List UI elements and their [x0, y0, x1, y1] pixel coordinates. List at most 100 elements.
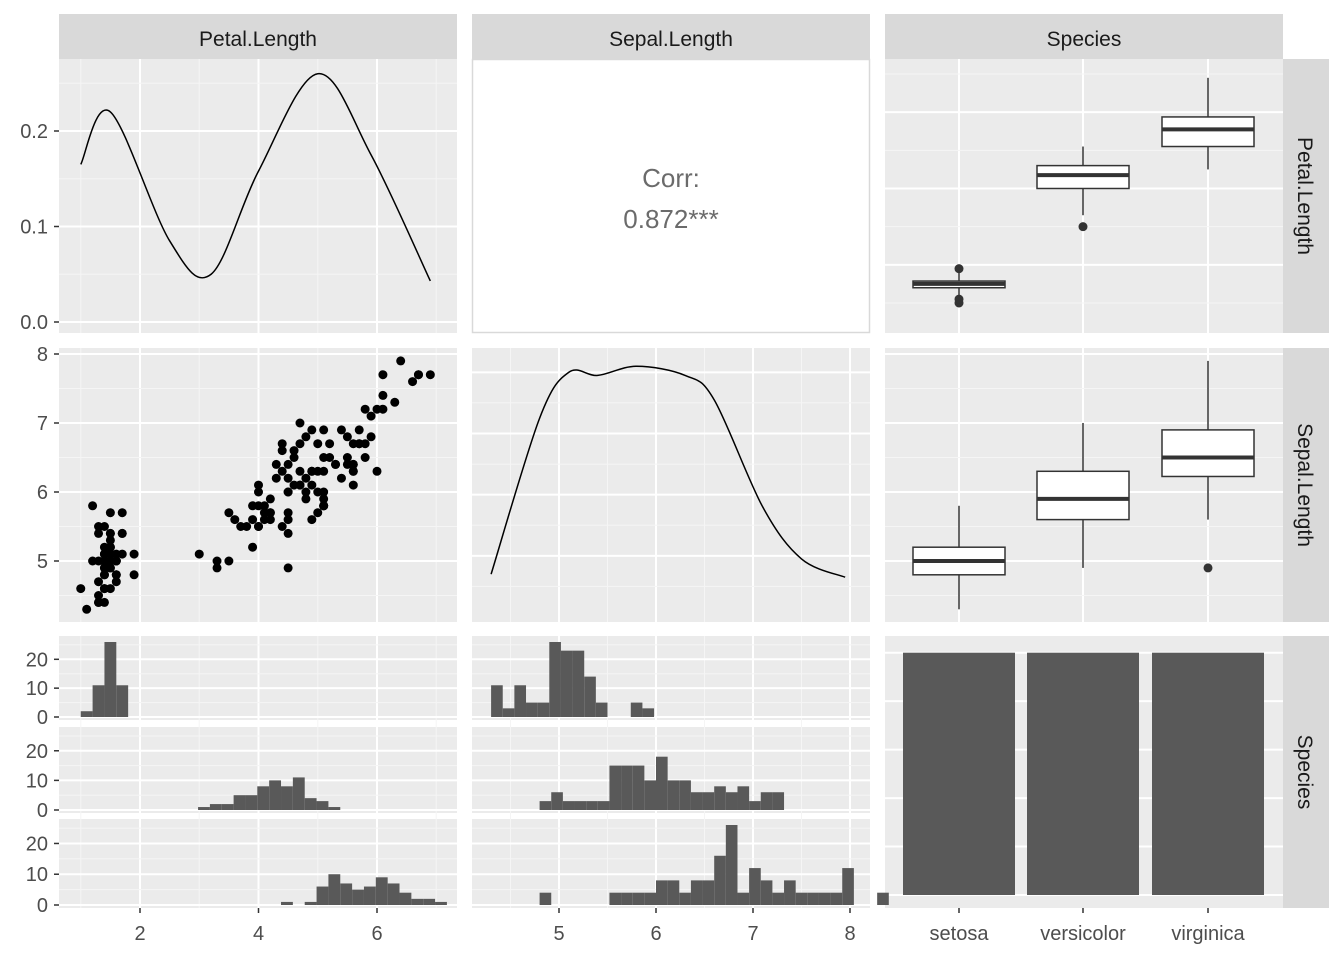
scatter-point	[360, 453, 370, 462]
sepal-hist-virginica-bar	[737, 892, 750, 905]
scatter-point	[105, 542, 115, 552]
scatter-point	[194, 549, 204, 559]
scatter-point	[319, 425, 329, 435]
sepal-hist-virginica-bar	[784, 880, 796, 905]
petal-hist-versicolor-bar	[221, 804, 234, 810]
species-xtick-label: versicolor	[1040, 923, 1126, 945]
sepal-xtick-label: 5	[553, 923, 564, 945]
col-strip-label-1: Petal.Length	[199, 28, 317, 51]
scatter-point	[295, 466, 305, 476]
scatter-point	[342, 459, 352, 469]
scatter-point	[99, 570, 109, 580]
scatter-point	[372, 404, 382, 414]
sepal-hist-virginica-bar	[632, 892, 645, 905]
petal-hist-versicolor-bar	[257, 786, 270, 810]
scatter-point	[277, 522, 287, 531]
count-ytick-label: 20	[26, 741, 48, 763]
sepal-hist-virginica-bar	[725, 825, 738, 905]
sepal-hist-setosa-bar	[549, 642, 561, 717]
col-strip-1-bg	[59, 14, 457, 59]
scatter-point	[301, 473, 311, 483]
sepal-ytick-label: 8	[37, 344, 48, 366]
scatter-point	[348, 466, 358, 476]
petal-hist-setosa-bar	[92, 685, 105, 717]
sepal-hist-setosa-bar	[502, 708, 515, 717]
scatter-point	[271, 473, 281, 483]
petal-hist-versicolor-bar	[209, 804, 222, 810]
scatter-point	[254, 480, 263, 490]
scatter-point	[117, 508, 127, 518]
sepal-hist-virginica-bar	[667, 880, 680, 905]
sepal-hist-versicolor-bar	[690, 792, 703, 810]
data-layer	[76, 72, 1264, 905]
petal-hist-versicolor-bar	[316, 801, 329, 810]
sepal-hist-setosa-bar	[642, 708, 655, 717]
correlation-panel: Corr: 0.872***	[623, 163, 718, 234]
petal-hist-versicolor-bar	[292, 777, 305, 810]
sepal-density-line	[490, 365, 846, 578]
sepal-hist-versicolor-bar	[679, 780, 691, 810]
scatter-point	[111, 556, 121, 566]
scatter-point	[105, 508, 115, 518]
scatter-point	[129, 549, 139, 559]
scatter-point	[342, 432, 352, 442]
count-ytick-label: 10	[26, 770, 48, 792]
row-strip-3-bg	[1283, 636, 1329, 908]
petal-hist-virginica-bar	[304, 901, 317, 905]
scatter-point	[236, 522, 246, 531]
scatter-point	[408, 377, 418, 387]
scatter-point	[390, 397, 400, 407]
scatter-point	[313, 487, 323, 497]
petal-hist-virginica-bar	[363, 886, 376, 905]
sepal-ytick-label: 5	[37, 551, 48, 573]
sepal-ytick-label: 7	[37, 413, 48, 435]
scatter-point	[94, 597, 104, 607]
scatter-point	[289, 446, 299, 456]
scatter-point	[378, 390, 388, 400]
sepal-hist-versicolor-bar	[632, 765, 645, 810]
petal-hist-versicolor-bar	[233, 795, 246, 810]
sepal-hist-versicolor-bar	[656, 756, 668, 810]
scatter-point	[289, 480, 299, 490]
sepal-hist-setosa-bar	[491, 685, 503, 717]
species-bar-setosa	[903, 652, 1015, 895]
scatter-point	[319, 501, 329, 511]
petal-hist-versicolor-bar	[304, 798, 317, 810]
scatter-point	[94, 577, 104, 587]
petal-hist-virginica-bar	[352, 889, 364, 905]
scatter-point	[307, 425, 317, 435]
sepal-hist-virginica-bar	[714, 855, 726, 905]
scatter-point	[396, 356, 406, 366]
sepal-hist-virginica-bar	[656, 880, 668, 905]
sepal-hist-virginica-bar	[760, 880, 773, 905]
scatter-point	[313, 466, 323, 476]
sepal-boxplot-box-versicolor	[1036, 470, 1130, 521]
scatter-point	[354, 439, 364, 449]
petal-hist-virginica-bar	[375, 877, 388, 905]
scatter-point	[283, 459, 293, 469]
petal-hist-virginica-bar	[423, 898, 436, 905]
scatter-point	[248, 515, 258, 525]
col-strip-3-bg	[885, 14, 1283, 59]
scatter-point	[88, 501, 98, 511]
petal-hist-versicolor-bar	[328, 807, 341, 810]
petal-xtick-label: 2	[134, 923, 145, 945]
scatter-point	[111, 549, 121, 559]
petal-hist-setosa-bar	[80, 711, 93, 717]
scatter-point	[301, 487, 311, 497]
scatter-point	[313, 439, 323, 449]
scatter-point	[265, 494, 275, 504]
sepal-boxplot-outlier	[1203, 563, 1213, 573]
scatter-point	[105, 535, 115, 545]
scatter-point	[307, 515, 317, 525]
sepal-hist-virginica-bar	[690, 880, 703, 905]
scatter-point	[348, 480, 358, 490]
scatter-point	[224, 508, 234, 518]
sepal-hist-virginica-bar	[702, 880, 715, 905]
petal-hist-versicolor-bar	[245, 795, 258, 810]
axis-ticks: 0.0 0.1 0.2 5 6 7 8 0 10 20 0 10 20 0 10 20 2 4 6 5 6 7 8 setos…	[20, 121, 1245, 945]
corr-label: Corr:	[642, 163, 700, 193]
petal-hist-virginica-bar	[316, 886, 329, 905]
scatter-point	[366, 432, 376, 442]
